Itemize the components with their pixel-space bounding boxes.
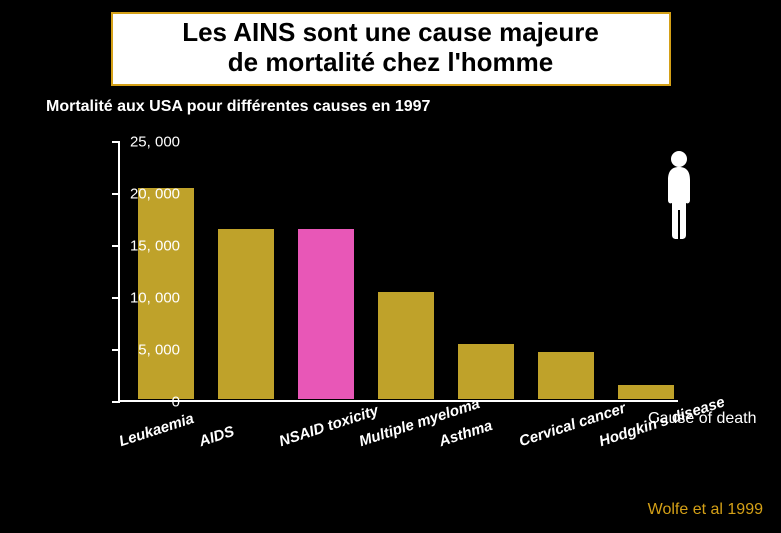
title-box: Les AINS sont une cause majeure de morta… — [111, 12, 671, 86]
x-axis-label: Leukaemia — [117, 410, 196, 450]
bar — [457, 343, 515, 400]
ytick-label: 5, 000 — [138, 342, 180, 359]
x-axis-label: AIDS — [197, 423, 236, 450]
ytick-label: 25, 000 — [130, 134, 180, 151]
plot-area — [118, 142, 678, 402]
bar — [217, 228, 275, 400]
title-line-1: Les AINS sont une cause majeure — [123, 18, 659, 48]
ytick-mark — [112, 245, 120, 247]
ytick-mark — [112, 141, 120, 143]
bar — [297, 228, 355, 400]
ytick-mark — [112, 193, 120, 195]
ytick-label: 0 — [172, 394, 180, 411]
bar — [617, 384, 675, 400]
title-line-2: de mortalité chez l'homme — [123, 48, 659, 78]
chart-subtitle: Mortalité aux USA pour différentes cause… — [46, 98, 781, 116]
x-axis-labels: LeukaemiaAIDSNSAID toxicityMultiple myel… — [118, 406, 678, 466]
ytick-mark — [112, 401, 120, 403]
ytick-mark — [112, 349, 120, 351]
citation: Wolfe et al 1999 — [648, 501, 763, 519]
ytick-mark — [112, 297, 120, 299]
person-icon — [658, 150, 700, 240]
ytick-label: 10, 000 — [130, 290, 180, 307]
ytick-label: 15, 000 — [130, 238, 180, 255]
bar — [537, 351, 595, 400]
ytick-label: 20, 000 — [130, 186, 180, 203]
bar — [377, 291, 435, 400]
x-axis-title: Cause of death — [648, 410, 757, 428]
bar-chart: LeukaemiaAIDSNSAID toxicityMultiple myel… — [46, 142, 746, 432]
